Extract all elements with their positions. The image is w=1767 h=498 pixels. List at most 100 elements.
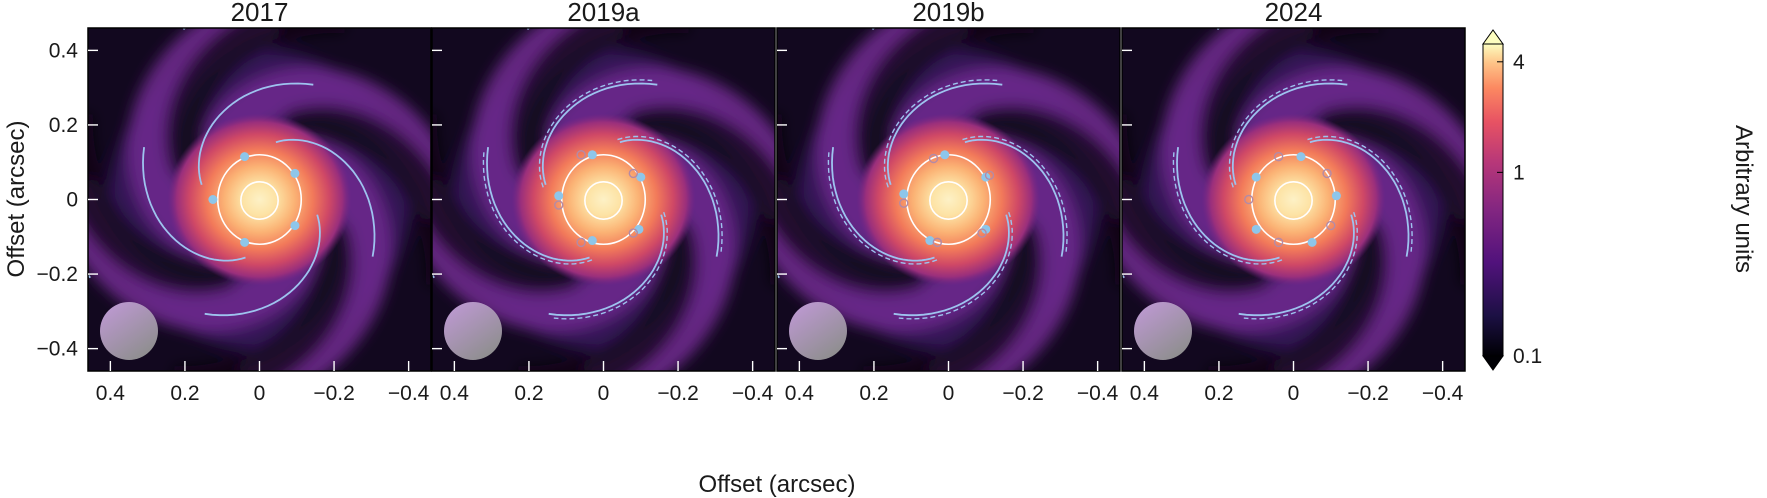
spot-filled (290, 168, 300, 178)
colorbar: 410.1 (1482, 29, 1542, 371)
dark-gap (283, 105, 431, 285)
spot-filled (636, 172, 646, 182)
spot-hollow (1322, 168, 1332, 179)
spot-filled (940, 150, 950, 160)
spot-hollow (1273, 237, 1284, 248)
spiral-arm-model (204, 214, 321, 317)
inner-contour (1274, 181, 1313, 220)
spot-hollow (554, 200, 564, 210)
panel-2024: 2024 0.4 0.2 0 −0.2 −0.4 (1121, 0, 1466, 405)
spiral-arm-model (619, 138, 720, 257)
x-tick-label: 0.2 (1204, 382, 1233, 405)
x-tick-label: 0.2 (170, 382, 199, 405)
x-tick-label: 0.4 (785, 382, 815, 405)
spiral-arm-model (548, 214, 665, 317)
x-tick-label: 0.4 (96, 382, 126, 405)
spot-hollow (1326, 220, 1336, 231)
outer-contour (560, 153, 647, 246)
spiral-arm-fit (482, 152, 593, 265)
spot-filled (925, 236, 935, 246)
spiral-arm-fit (1243, 211, 1358, 320)
colorbar-label: Arbitrary units (1730, 125, 1757, 273)
spiral-arm-model (964, 138, 1065, 257)
y-axis-label: Offset (arcsec) (3, 121, 30, 278)
spot-filled (899, 189, 909, 199)
spiral-arm-model (886, 82, 1003, 185)
colorbar-tick-label: 0.1 (1513, 345, 1542, 368)
y-tick-label: −0.2 (37, 263, 78, 286)
heatmap-image (1122, 28, 1465, 371)
spot-filled (587, 236, 597, 246)
dark-gap (863, 223, 1043, 371)
dark-gap (432, 114, 580, 294)
x-tick-label: −0.2 (1002, 382, 1043, 405)
spiral-arm-fit (538, 79, 653, 188)
x-tick-label: −0.2 (1347, 382, 1388, 405)
spot-hollow (576, 150, 586, 160)
x-tick-label: −0.4 (1077, 382, 1119, 405)
dark-gap (174, 223, 354, 371)
spot-hollow (576, 237, 586, 248)
dark-gap (509, 28, 689, 176)
inner-contour (240, 181, 279, 220)
spiral-arm-model (275, 138, 376, 257)
inner-contour (584, 181, 623, 220)
bright-core (856, 113, 1041, 286)
spot-hollow (628, 168, 639, 179)
spot-hollow (977, 228, 987, 238)
dark-gap (972, 105, 1120, 285)
spot-filled (587, 150, 597, 160)
x-tick-label: −0.4 (388, 382, 430, 405)
spot-filled (554, 191, 564, 201)
x-tick-label: 0.4 (440, 382, 470, 405)
dark-gap (518, 223, 698, 371)
spot-hollow (628, 228, 639, 238)
dark-gap (1208, 223, 1388, 371)
x-axis-label: Offset (arcsec) (699, 471, 856, 498)
spot-filled (1251, 224, 1261, 234)
beam (1134, 302, 1192, 360)
spiral-arm-fit (883, 79, 998, 188)
outer-contour (216, 153, 303, 246)
spot-hollow (899, 198, 909, 208)
y-tick-label: 0.2 (49, 114, 78, 137)
diffuse-emission (1122, 28, 1465, 371)
y-tick-label: 0.4 (49, 39, 79, 62)
spiral-arm-fit (1172, 152, 1283, 265)
colorbar-tick-label: 4 (1513, 51, 1525, 74)
bright-core (1201, 113, 1386, 286)
spiral-arm-model (197, 82, 314, 185)
colorbar-extend-max (1482, 29, 1504, 45)
x-tick-label: 0 (943, 382, 955, 405)
dark-gap (627, 105, 775, 285)
panel-2017: 2017 0.4 0.2 0 −0.2 −0.4 0.4 0.2 0 −0.2 −0.4 (37, 0, 432, 405)
outer-arm (88, 273, 91, 279)
spiral-arm-fit (827, 152, 938, 265)
y-tick-label: −0.4 (37, 338, 79, 361)
x-tick-label: 0 (598, 382, 610, 405)
panel-title: 2019b (912, 0, 984, 27)
dark-gap (854, 28, 1034, 176)
spiral-arm-fit (962, 135, 1068, 252)
spot-filled (290, 221, 300, 231)
spot-hollow (1273, 151, 1284, 162)
spiral-arm-model (1238, 214, 1355, 317)
dark-gap (1317, 105, 1465, 285)
inner-contour (929, 181, 968, 220)
spiral-arm-model (541, 82, 658, 185)
dark-gap (777, 114, 925, 294)
spiral-arm-fit (1228, 79, 1343, 188)
spiral-arm-model (1309, 138, 1410, 257)
x-tick-label: 0.2 (859, 382, 888, 405)
heatmap-image (432, 28, 775, 371)
spiral-arm-model (486, 147, 590, 262)
beam (789, 302, 847, 360)
spiral-arm-model (1231, 82, 1348, 185)
x-tick-label: 0 (1288, 382, 1300, 405)
panel-2019b: 2019b 0.4 0.2 0 −0.2 −0.4 (776, 0, 1121, 405)
colorbar-extend-min (1482, 355, 1504, 371)
panel-title: 2024 (1265, 0, 1323, 27)
heatmap-image (88, 28, 431, 371)
spiral-arm-fit (1307, 135, 1413, 252)
